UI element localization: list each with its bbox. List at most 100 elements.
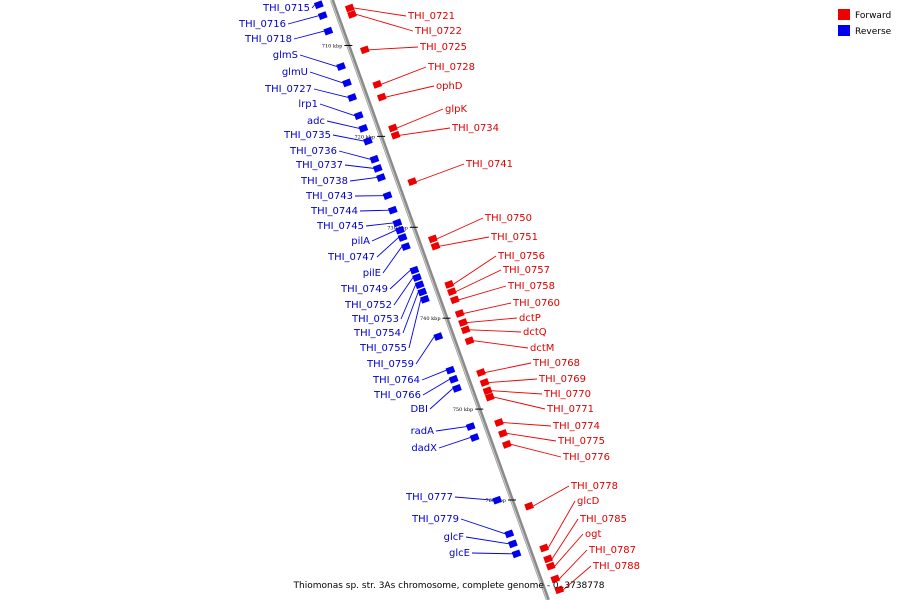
forward-gene-label[interactable]: ophD <box>436 81 463 92</box>
reverse-gene-block[interactable] <box>409 265 420 275</box>
reverse-gene-block[interactable] <box>336 62 346 71</box>
reverse-gene-label[interactable]: pilE <box>363 268 381 279</box>
reverse-gene-block[interactable] <box>445 365 456 375</box>
reverse-gene-block[interactable] <box>420 294 430 304</box>
forward-gene-block[interactable] <box>388 123 398 133</box>
forward-gene-block[interactable] <box>484 392 495 402</box>
reverse-gene-block[interactable] <box>382 191 393 201</box>
forward-gene-label[interactable]: THI_0787 <box>588 545 636 556</box>
forward-gene-block[interactable] <box>545 561 556 571</box>
reverse-gene-block[interactable] <box>317 11 328 21</box>
reverse-gene-block[interactable] <box>347 93 358 102</box>
reverse-gene-block[interactable] <box>448 374 459 384</box>
forward-gene-label[interactable]: ogt <box>585 529 601 540</box>
forward-gene-block[interactable] <box>359 45 370 55</box>
reverse-gene-block[interactable] <box>412 273 422 282</box>
reverse-gene-label[interactable]: adc <box>307 116 325 127</box>
reverse-gene-block[interactable] <box>397 233 408 242</box>
forward-gene-block[interactable] <box>407 177 418 186</box>
reverse-gene-label[interactable]: glcE <box>449 548 470 559</box>
forward-gene-block[interactable] <box>550 574 561 584</box>
reverse-gene-block[interactable] <box>465 422 476 431</box>
reverse-gene-block[interactable] <box>511 549 522 559</box>
forward-gene-block[interactable] <box>501 439 512 449</box>
reverse-gene-label[interactable]: glmU <box>282 67 308 78</box>
reverse-gene-label[interactable]: THI_0764 <box>372 375 420 386</box>
reverse-gene-label[interactable]: THI_0777 <box>405 492 453 503</box>
forward-gene-block[interactable] <box>430 241 441 251</box>
forward-gene-block[interactable] <box>344 3 355 13</box>
reverse-gene-block[interactable] <box>492 495 503 505</box>
reverse-gene-label[interactable]: THI_0737 <box>295 160 343 171</box>
reverse-gene-label[interactable]: THI_0745 <box>316 221 364 232</box>
forward-gene-label[interactable]: dctM <box>530 343 554 354</box>
reverse-gene-label[interactable]: THI_0738 <box>300 176 348 187</box>
reverse-gene-block[interactable] <box>508 539 518 549</box>
reverse-gene-label[interactable]: THI_0754 <box>353 328 401 339</box>
reverse-gene-block[interactable] <box>313 0 324 10</box>
reverse-gene-label[interactable]: THI_0744 <box>310 206 358 217</box>
reverse-gene-label[interactable]: THI_0749 <box>340 284 388 295</box>
reverse-gene-label[interactable]: THI_0752 <box>344 300 392 311</box>
forward-gene-label[interactable]: THI_0756 <box>497 251 545 262</box>
forward-gene-label[interactable]: glpK <box>445 104 467 115</box>
forward-gene-block[interactable] <box>543 554 553 564</box>
forward-gene-label[interactable]: THI_0758 <box>507 281 555 292</box>
reverse-gene-label[interactable]: THI_0759 <box>366 359 414 370</box>
forward-gene-block[interactable] <box>347 9 357 19</box>
reverse-gene-label[interactable]: THI_0747 <box>327 252 375 263</box>
forward-gene-label[interactable]: THI_0774 <box>552 421 600 432</box>
reverse-gene-label[interactable]: THI_0766 <box>373 390 421 401</box>
reverse-gene-block[interactable] <box>414 280 425 290</box>
reverse-gene-label[interactable]: radA <box>411 426 435 437</box>
reverse-gene-block[interactable] <box>363 136 373 146</box>
forward-gene-block[interactable] <box>390 130 401 140</box>
reverse-gene-label[interactable]: THI_0718 <box>244 34 292 45</box>
forward-gene-label[interactable]: THI_0775 <box>557 436 605 447</box>
reverse-gene-block[interactable] <box>358 124 369 133</box>
reverse-gene-block[interactable] <box>323 26 334 36</box>
forward-gene-block[interactable] <box>460 325 471 335</box>
forward-gene-label[interactable]: dctP <box>519 313 541 324</box>
reverse-gene-block[interactable] <box>504 529 515 539</box>
reverse-gene-label[interactable]: THI_0715 <box>262 3 310 14</box>
reverse-gene-block[interactable] <box>395 225 405 235</box>
forward-gene-label[interactable]: THI_0769 <box>538 374 586 385</box>
forward-gene-block[interactable] <box>554 585 565 595</box>
forward-gene-label[interactable]: THI_0768 <box>532 358 580 369</box>
reverse-gene-label[interactable]: THI_0736 <box>289 146 337 157</box>
forward-gene-block[interactable] <box>454 309 465 318</box>
forward-gene-block[interactable] <box>449 295 460 305</box>
reverse-gene-block[interactable] <box>433 332 444 341</box>
forward-gene-block[interactable] <box>458 318 468 327</box>
forward-gene-label[interactable]: THI_0778 <box>570 481 618 492</box>
forward-gene-block[interactable] <box>444 279 455 289</box>
reverse-gene-label[interactable]: THI_0735 <box>283 130 331 141</box>
forward-gene-label[interactable]: THI_0725 <box>419 42 467 53</box>
forward-gene-block[interactable] <box>494 418 504 427</box>
forward-gene-label[interactable]: glcD <box>577 496 600 507</box>
reverse-gene-label[interactable]: lrp1 <box>298 99 318 110</box>
reverse-gene-label[interactable]: THI_0727 <box>264 84 312 95</box>
reverse-gene-label[interactable]: THI_0753 <box>351 314 399 325</box>
forward-gene-block[interactable] <box>498 429 508 438</box>
reverse-gene-block[interactable] <box>469 433 480 442</box>
reverse-gene-label[interactable]: THI_0779 <box>411 514 459 525</box>
forward-gene-label[interactable]: THI_0771 <box>546 404 594 415</box>
forward-gene-label[interactable]: THI_0750 <box>484 213 532 224</box>
forward-gene-label[interactable]: THI_0728 <box>427 62 475 73</box>
reverse-gene-block[interactable] <box>372 164 383 173</box>
reverse-gene-label[interactable]: THI_0755 <box>359 343 407 354</box>
reverse-gene-label[interactable]: THI_0743 <box>305 191 353 202</box>
reverse-gene-block[interactable] <box>353 111 364 121</box>
reverse-gene-block[interactable] <box>387 205 398 215</box>
reverse-gene-block[interactable] <box>452 384 462 393</box>
forward-gene-label[interactable]: THI_0770 <box>543 389 591 400</box>
forward-gene-label[interactable]: dctQ <box>523 327 547 338</box>
reverse-gene-label[interactable]: glmS <box>273 50 298 61</box>
reverse-gene-block[interactable] <box>369 154 380 164</box>
forward-gene-label[interactable]: THI_0776 <box>562 452 610 463</box>
forward-gene-label[interactable]: THI_0788 <box>592 561 640 572</box>
forward-gene-block[interactable] <box>482 386 493 396</box>
reverse-gene-block[interactable] <box>376 173 386 182</box>
